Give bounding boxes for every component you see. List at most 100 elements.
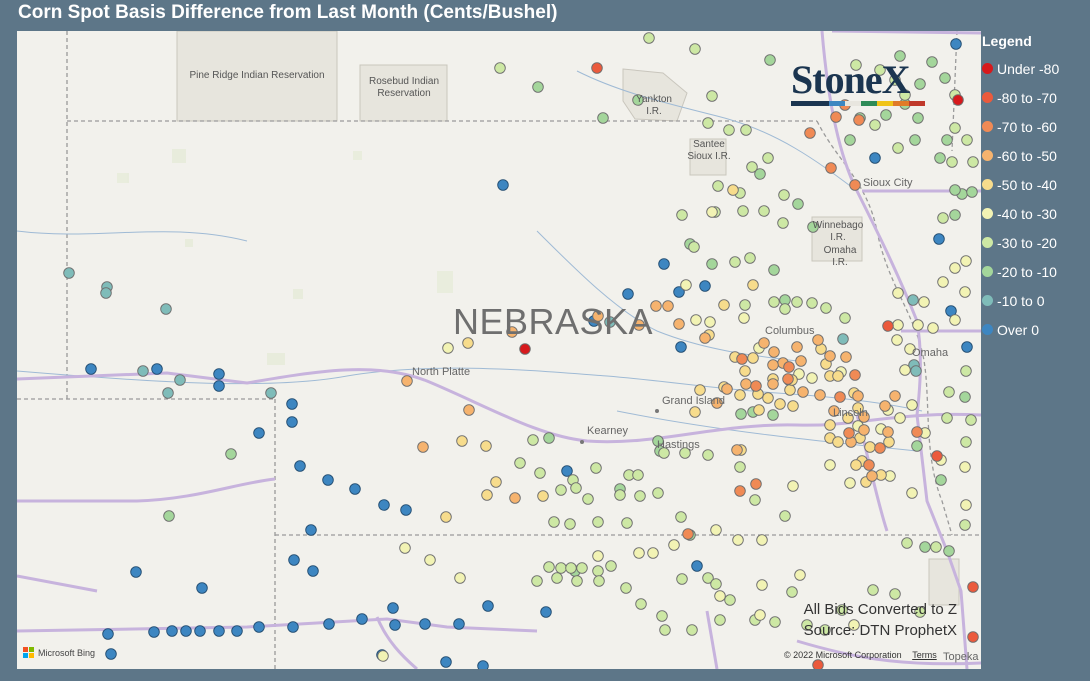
bid-point-over0[interactable] bbox=[540, 606, 552, 618]
bid-point-m80[interactable] bbox=[967, 581, 979, 593]
bid-point-m40[interactable] bbox=[399, 542, 411, 554]
bid-point-m40[interactable] bbox=[754, 609, 766, 621]
bid-point-m60[interactable] bbox=[879, 400, 891, 412]
bid-point-m30[interactable] bbox=[941, 412, 953, 424]
bid-point-m30[interactable] bbox=[744, 252, 756, 264]
bid-point-m30[interactable] bbox=[729, 256, 741, 268]
bid-point-m30[interactable] bbox=[676, 209, 688, 221]
bid-point-m30[interactable] bbox=[779, 510, 791, 522]
bid-point-m50[interactable] bbox=[462, 337, 474, 349]
bid-point-m40[interactable] bbox=[706, 206, 718, 218]
bid-point-m30[interactable] bbox=[605, 560, 617, 572]
bid-point-m30[interactable] bbox=[712, 180, 724, 192]
bid-point-over0[interactable] bbox=[419, 618, 431, 630]
bid-point-m30[interactable] bbox=[592, 516, 604, 528]
bid-point-m30[interactable] bbox=[675, 511, 687, 523]
bid-point-m50[interactable] bbox=[842, 412, 854, 424]
bid-point-m20[interactable] bbox=[949, 184, 961, 196]
bid-point-m40[interactable] bbox=[794, 569, 806, 581]
bid-point-over0[interactable] bbox=[305, 524, 317, 536]
bid-point-m40[interactable] bbox=[960, 255, 972, 267]
bid-point-m40[interactable] bbox=[949, 262, 961, 274]
bid-point-m20[interactable] bbox=[919, 541, 931, 553]
bid-point-m30[interactable] bbox=[839, 312, 851, 324]
bid-point-m30[interactable] bbox=[734, 461, 746, 473]
bid-point-m10[interactable] bbox=[162, 387, 174, 399]
bid-point-m50[interactable] bbox=[774, 398, 786, 410]
bid-point-m20[interactable] bbox=[911, 440, 923, 452]
bid-point-over0[interactable] bbox=[148, 626, 160, 638]
bid-point-m30[interactable] bbox=[739, 299, 751, 311]
bid-point-m30[interactable] bbox=[652, 487, 664, 499]
bid-point-m30[interactable] bbox=[791, 296, 803, 308]
bid-point-m40[interactable] bbox=[710, 524, 722, 536]
bid-point-m30[interactable] bbox=[634, 490, 646, 502]
bid-point-m30[interactable] bbox=[548, 516, 560, 528]
bid-point-over0[interactable] bbox=[286, 398, 298, 410]
bid-point-m40[interactable] bbox=[633, 547, 645, 559]
bid-point-m30[interactable] bbox=[555, 562, 567, 574]
bid-point-m20[interactable] bbox=[632, 94, 644, 106]
bid-point-m50[interactable] bbox=[747, 279, 759, 291]
bid-point-m60[interactable] bbox=[840, 351, 852, 363]
bid-point-m30[interactable] bbox=[892, 142, 904, 154]
bid-point-m20[interactable] bbox=[735, 408, 747, 420]
bid-point-m30[interactable] bbox=[777, 217, 789, 229]
bid-point-m40[interactable] bbox=[937, 276, 949, 288]
legend-item-under80[interactable]: Under -80 bbox=[982, 54, 1090, 83]
bid-point-m50[interactable] bbox=[739, 365, 751, 377]
bid-point-m30[interactable] bbox=[946, 156, 958, 168]
bid-point-m30[interactable] bbox=[901, 537, 913, 549]
bid-point-m20[interactable] bbox=[935, 474, 947, 486]
bid-point-m60[interactable] bbox=[673, 318, 685, 330]
bid-point-m40[interactable] bbox=[906, 487, 918, 499]
bid-point-under80[interactable] bbox=[952, 94, 964, 106]
bid-point-m40[interactable] bbox=[668, 539, 680, 551]
bid-point-m30[interactable] bbox=[914, 606, 926, 618]
bid-point-m20[interactable] bbox=[532, 81, 544, 93]
bid-point-m40[interactable] bbox=[912, 319, 924, 331]
bid-point-m30[interactable] bbox=[778, 189, 790, 201]
bid-point-over0[interactable] bbox=[231, 625, 243, 637]
bid-point-over0[interactable] bbox=[287, 621, 299, 633]
bid-point-m20[interactable] bbox=[912, 112, 924, 124]
bid-point-m30[interactable] bbox=[959, 519, 971, 531]
bid-point-over0[interactable] bbox=[85, 363, 97, 375]
bid-point-m70[interactable] bbox=[863, 459, 875, 471]
bid-point-m30[interactable] bbox=[949, 122, 961, 134]
bid-point-m40[interactable] bbox=[454, 572, 466, 584]
bid-point-m40[interactable] bbox=[918, 296, 930, 308]
bid-point-over0[interactable] bbox=[387, 602, 399, 614]
bid-point-m30[interactable] bbox=[635, 598, 647, 610]
bid-point-m40[interactable] bbox=[959, 461, 971, 473]
bid-point-m20[interactable] bbox=[225, 448, 237, 460]
bid-point-m70[interactable] bbox=[843, 427, 855, 439]
bid-point-m50[interactable] bbox=[694, 384, 706, 396]
bid-point-m40[interactable] bbox=[680, 279, 692, 291]
bid-point-m30[interactable] bbox=[746, 161, 758, 173]
bid-point-m50[interactable] bbox=[537, 490, 549, 502]
bid-point-m30[interactable] bbox=[565, 562, 577, 574]
bid-point-m60[interactable] bbox=[509, 492, 521, 504]
bid-point-m60[interactable] bbox=[417, 441, 429, 453]
bid-point-m20[interactable] bbox=[754, 168, 766, 180]
bid-point-m60[interactable] bbox=[633, 319, 645, 331]
bid-point-m30[interactable] bbox=[930, 541, 942, 553]
bid-point-m70[interactable] bbox=[682, 528, 694, 540]
legend-item-over0[interactable]: Over 0 bbox=[982, 315, 1090, 344]
bid-point-m30[interactable] bbox=[960, 436, 972, 448]
bid-point-over0[interactable] bbox=[497, 179, 509, 191]
bid-point-m50[interactable] bbox=[747, 352, 759, 364]
legend-item-m80[interactable]: -80 to -70 bbox=[982, 83, 1090, 112]
bid-point-m20[interactable] bbox=[844, 134, 856, 146]
bid-point-m70[interactable] bbox=[750, 478, 762, 490]
bid-point-m40[interactable] bbox=[892, 287, 904, 299]
bid-point-m20[interactable] bbox=[597, 112, 609, 124]
bid-point-m80[interactable] bbox=[882, 320, 894, 332]
bid-point-m30[interactable] bbox=[534, 467, 546, 479]
bid-point-m60[interactable] bbox=[791, 341, 803, 353]
bid-point-m50[interactable] bbox=[727, 184, 739, 196]
bid-point-m30[interactable] bbox=[960, 365, 972, 377]
bid-point-m60[interactable] bbox=[858, 424, 870, 436]
bid-point-m30[interactable] bbox=[590, 462, 602, 474]
